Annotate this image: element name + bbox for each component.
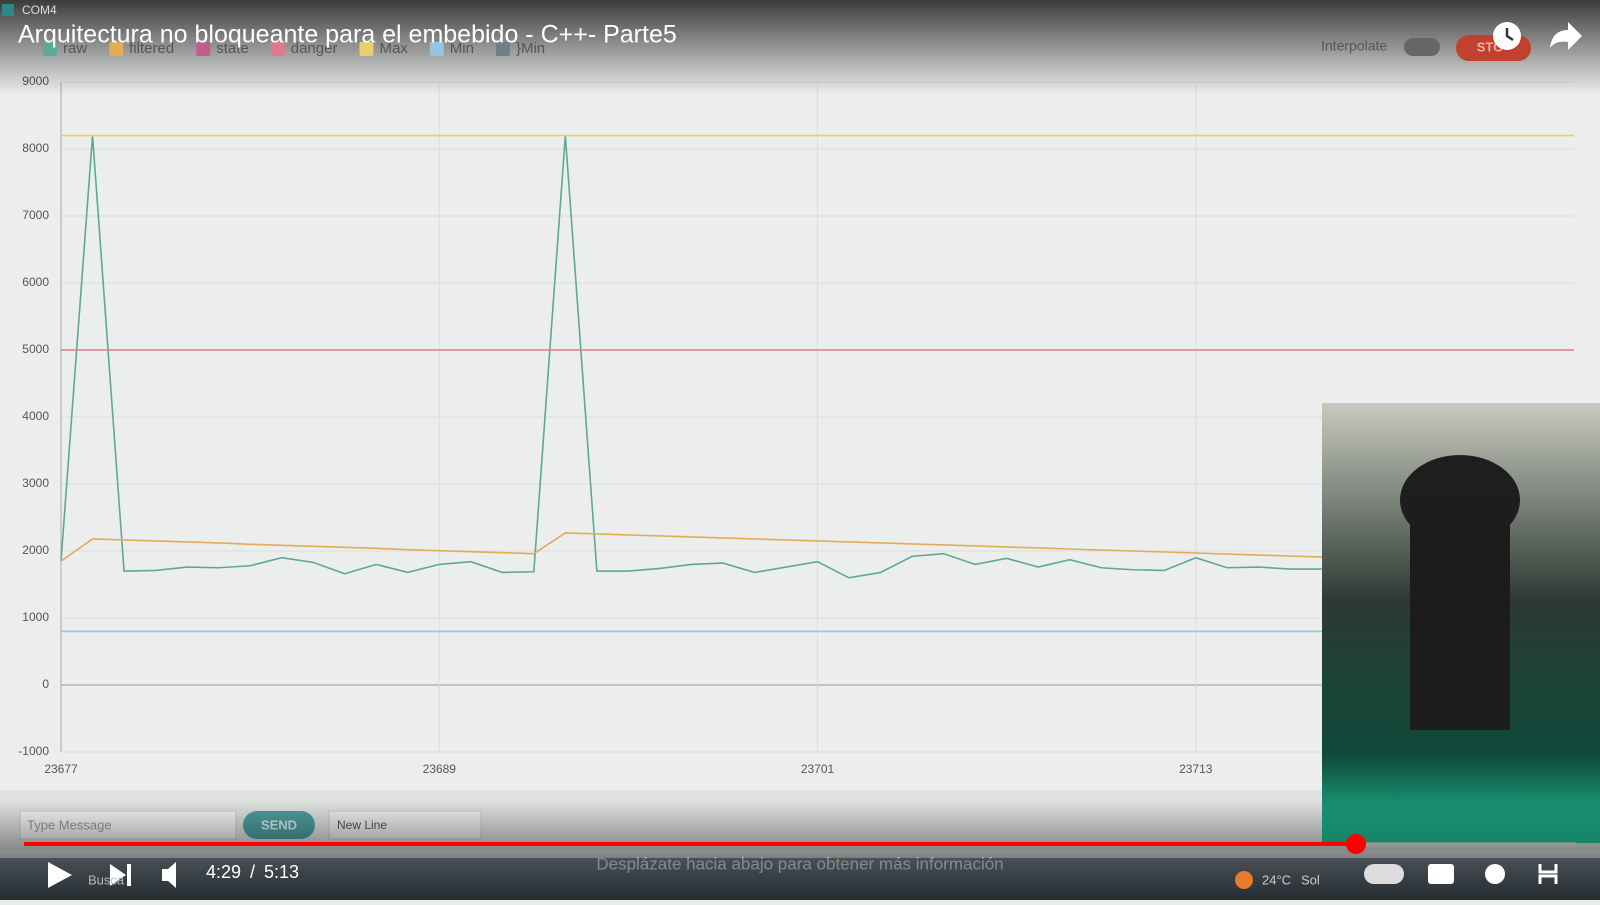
top-shade xyxy=(0,0,1600,95)
legend-checkbox xyxy=(429,42,444,56)
share-icon[interactable] xyxy=(1550,22,1582,50)
time-separator: / xyxy=(250,862,255,882)
y-tick-label: 4000 xyxy=(22,409,49,423)
app-icon xyxy=(2,4,14,16)
clock-hands xyxy=(1505,28,1514,42)
weather-icon xyxy=(1235,871,1253,889)
subtitles-button[interactable] xyxy=(1428,864,1454,884)
window-title: COM4 xyxy=(22,3,57,17)
progress-thumb[interactable] xyxy=(1346,834,1366,854)
exit-fullscreen-button[interactable] xyxy=(1538,864,1558,884)
x-tick-label: 23701 xyxy=(801,762,835,776)
video-title: Arquitectura no bloqueante para el embeb… xyxy=(18,21,677,49)
legend-checkbox xyxy=(359,42,374,56)
legend-label: danger xyxy=(291,40,338,57)
legend-label: Max xyxy=(379,40,408,57)
legend-checkbox xyxy=(495,42,510,56)
weather-text: Sol xyxy=(1301,872,1320,887)
y-tick-label: 6000 xyxy=(22,275,49,289)
y-tick-label: -1000 xyxy=(18,744,49,758)
legend-checkbox xyxy=(43,42,57,56)
current-time: 4:29 xyxy=(206,862,241,882)
x-tick-label: 23677 xyxy=(44,762,78,776)
duration: 5:13 xyxy=(264,862,299,882)
volume-button[interactable] xyxy=(162,862,176,888)
y-tick-label: 7000 xyxy=(22,208,49,222)
person xyxy=(1410,500,1510,730)
legend-checkbox xyxy=(109,42,124,56)
taskbar-search: Busca xyxy=(88,872,125,887)
x-tick-label: 23689 xyxy=(423,762,457,776)
series-line xyxy=(60,532,1322,562)
legend-label: filtered xyxy=(129,40,174,57)
y-tick-label: 2000 xyxy=(22,543,49,557)
x-tick-label: 23713 xyxy=(1179,762,1213,776)
y-tick-label: 1000 xyxy=(22,610,49,624)
legend-label: }Min xyxy=(516,40,545,57)
autoplay-toggle[interactable] xyxy=(1364,864,1404,884)
weather: 24°C xyxy=(1262,872,1291,887)
interpolate-toggle[interactable] xyxy=(1404,38,1440,56)
y-tick-label: 3000 xyxy=(22,476,49,490)
series-line xyxy=(60,135,1322,579)
settings-button[interactable] xyxy=(1485,864,1505,884)
legend-checkbox xyxy=(196,42,211,56)
y-tick-label: 0 xyxy=(42,677,49,691)
legend-label: Min xyxy=(450,40,474,57)
progress-played[interactable] xyxy=(24,842,1356,846)
y-tick-label: 5000 xyxy=(22,342,49,356)
legend-checkbox xyxy=(270,42,285,56)
next-button[interactable] xyxy=(110,864,131,886)
taskbar xyxy=(0,858,1600,900)
interpolate-label: Interpolate xyxy=(1321,38,1387,54)
legend-label: state xyxy=(216,40,249,57)
y-tick-label: 8000 xyxy=(22,141,49,155)
legend-label: raw xyxy=(63,40,87,57)
play-button[interactable] xyxy=(48,862,72,888)
